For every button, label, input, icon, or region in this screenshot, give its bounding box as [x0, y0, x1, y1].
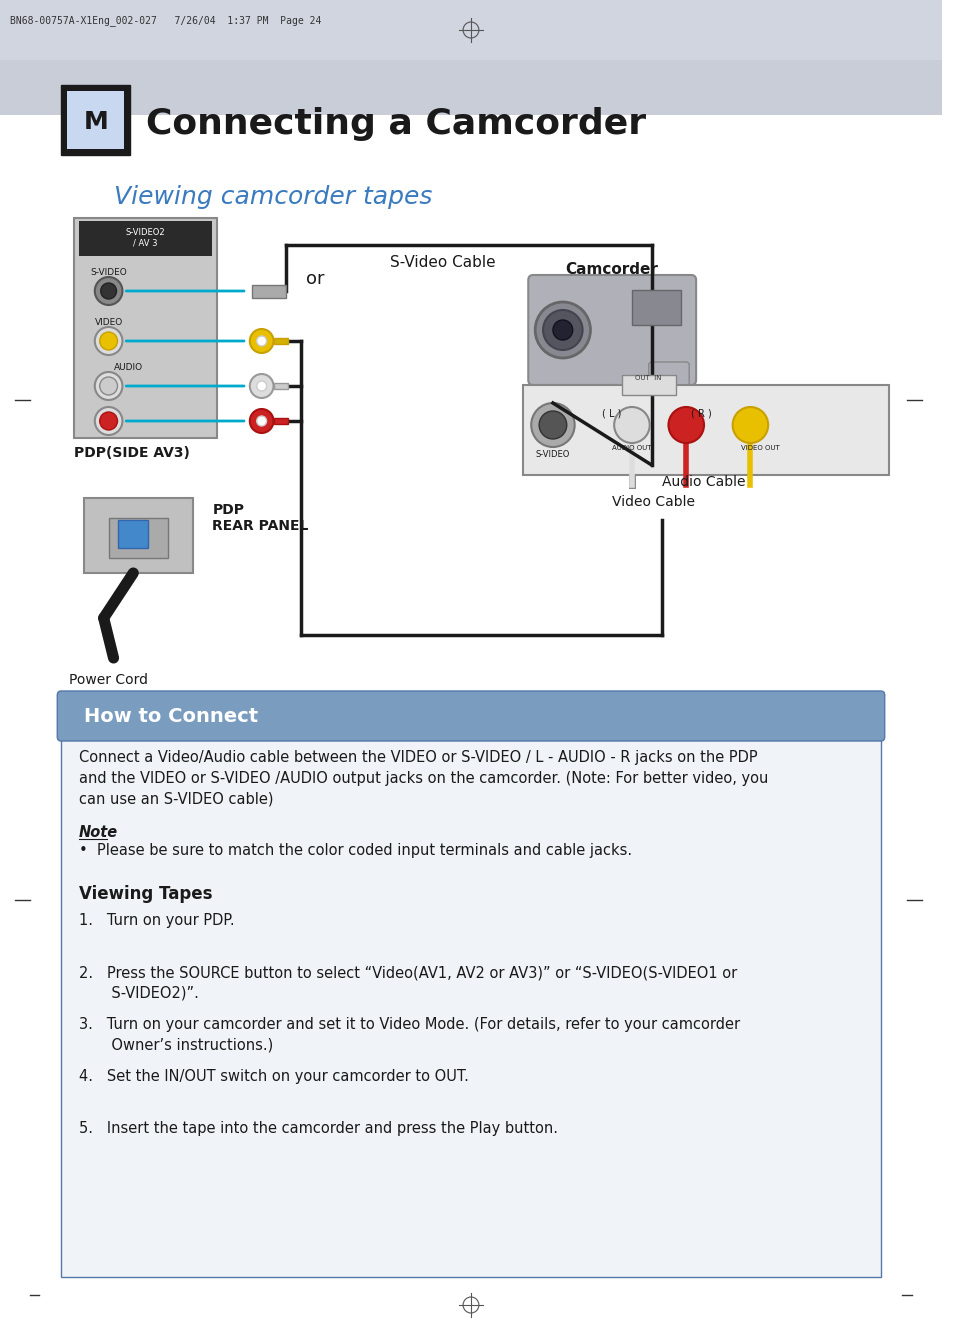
Text: 3.   Turn on your camcorder and set it to Video Mode. (For details, refer to you: 3. Turn on your camcorder and set it to …	[79, 1017, 740, 1053]
Text: VIDEO OUT: VIDEO OUT	[740, 445, 779, 450]
Text: AUDIO: AUDIO	[113, 363, 143, 373]
Circle shape	[100, 376, 117, 395]
Bar	[79, 221, 213, 256]
Bar	[252, 285, 286, 299]
Text: •  Please be sure to match the color coded input terminals and cable jacks.: • Please be sure to match the color code…	[79, 843, 632, 859]
Bar	[118, 520, 148, 548]
Circle shape	[100, 332, 117, 350]
Text: How to Connect: How to Connect	[84, 707, 257, 725]
Text: / AV 3: / AV 3	[132, 239, 157, 248]
Circle shape	[94, 328, 122, 355]
FancyBboxPatch shape	[528, 275, 696, 384]
Circle shape	[553, 320, 572, 339]
Bar	[631, 291, 680, 325]
Bar	[274, 338, 288, 343]
Text: Audio Cable: Audio Cable	[660, 476, 744, 489]
Circle shape	[250, 410, 274, 433]
Circle shape	[250, 374, 274, 398]
Circle shape	[542, 310, 582, 350]
Text: Note: Note	[79, 826, 118, 840]
Text: AUDIO OUT: AUDIO OUT	[612, 445, 651, 450]
Text: S-VIDEO: S-VIDEO	[536, 450, 570, 458]
Bar	[61, 85, 131, 155]
Bar	[0, 59, 941, 115]
Circle shape	[100, 412, 117, 431]
Text: S-VIDEO: S-VIDEO	[91, 268, 127, 277]
Text: 5.   Insert the tape into the camcorder and press the Play button.: 5. Insert the tape into the camcorder an…	[79, 1122, 558, 1136]
Circle shape	[256, 336, 266, 346]
Text: 1.   Turn on your PDP.: 1. Turn on your PDP.	[79, 913, 234, 927]
Text: S-VIDEO2: S-VIDEO2	[125, 229, 165, 236]
Bar	[274, 383, 288, 388]
Text: ( L ): ( L )	[602, 408, 621, 417]
Circle shape	[256, 416, 266, 425]
Circle shape	[668, 407, 703, 443]
Circle shape	[94, 407, 122, 435]
Bar	[523, 384, 888, 476]
Text: Video Cable: Video Cable	[612, 495, 695, 509]
Text: BN68-00757A-X1Eng_002-027   7/26/04  1:37 PM  Page 24: BN68-00757A-X1Eng_002-027 7/26/04 1:37 P…	[10, 15, 321, 26]
Circle shape	[94, 277, 122, 305]
Circle shape	[614, 407, 649, 443]
Bar	[274, 417, 288, 424]
Text: Connecting a Camcorder: Connecting a Camcorder	[146, 107, 645, 141]
Bar	[84, 498, 193, 573]
Bar	[0, 0, 941, 59]
Text: ( R ): ( R )	[690, 408, 711, 417]
Circle shape	[535, 303, 590, 358]
FancyBboxPatch shape	[57, 691, 883, 741]
Circle shape	[538, 411, 566, 439]
Circle shape	[94, 373, 122, 400]
FancyBboxPatch shape	[648, 362, 688, 428]
Bar	[74, 218, 217, 439]
Text: Viewing camcorder tapes: Viewing camcorder tapes	[113, 185, 432, 209]
Text: PDP(SIDE AV3): PDP(SIDE AV3)	[74, 446, 190, 460]
Text: Viewing Tapes: Viewing Tapes	[79, 885, 213, 904]
Text: S-Video Cable: S-Video Cable	[390, 255, 496, 269]
Text: Power Cord: Power Cord	[69, 672, 148, 687]
Circle shape	[250, 329, 274, 353]
Text: VIDEO: VIDEO	[94, 318, 123, 328]
Circle shape	[732, 407, 767, 443]
Text: Camcorder: Camcorder	[565, 262, 658, 277]
Circle shape	[531, 403, 574, 446]
Bar	[67, 91, 124, 149]
Text: M: M	[83, 110, 108, 133]
Bar	[61, 737, 880, 1277]
Bar	[109, 518, 168, 557]
Text: 2.   Press the SOURCE button to select “Video(AV1, AV2 or AV3)” or “S-VIDEO(S-VI: 2. Press the SOURCE button to select “Vi…	[79, 966, 737, 1001]
Circle shape	[256, 380, 266, 391]
Text: Connect a Video/Audio cable between the VIDEO or S-VIDEO / L - AUDIO - R jacks o: Connect a Video/Audio cable between the …	[79, 750, 767, 807]
Circle shape	[101, 283, 116, 299]
Bar	[621, 375, 676, 395]
Text: PDP
REAR PANEL: PDP REAR PANEL	[213, 503, 309, 534]
Text: 4.   Set the IN/OUT switch on your camcorder to OUT.: 4. Set the IN/OUT switch on your camcord…	[79, 1069, 468, 1085]
Text: or: or	[306, 269, 324, 288]
Text: OUT  IN: OUT IN	[635, 375, 661, 380]
